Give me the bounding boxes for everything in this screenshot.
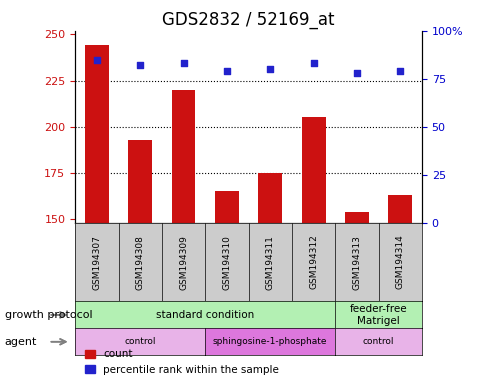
Point [136,62,144,68]
Text: GSM194308: GSM194308 [136,235,144,290]
Text: growth protocol: growth protocol [5,310,92,320]
Text: GSM194309: GSM194309 [179,235,188,290]
Bar [388,195,411,223]
Bar [344,212,368,223]
Text: GSM194312: GSM194312 [308,235,318,290]
Point [223,68,230,74]
Text: feeder-free
Matrigel: feeder-free Matrigel [349,304,407,326]
Bar [128,140,152,223]
Text: GSM194307: GSM194307 [92,235,101,290]
Text: sphingosine-1-phosphate: sphingosine-1-phosphate [212,337,327,346]
Text: GSM194314: GSM194314 [395,235,404,290]
Text: GSM194313: GSM194313 [352,235,361,290]
Text: GSM194311: GSM194311 [265,235,274,290]
Bar [258,173,282,223]
Bar [301,118,325,223]
Point [395,68,403,74]
Bar [214,191,238,223]
Point [93,56,101,63]
Text: control: control [362,337,393,346]
Text: agent: agent [5,337,37,347]
Point [266,66,273,72]
Point [179,60,187,66]
Point [309,60,317,66]
Bar [171,90,195,223]
Legend: count, percentile rank within the sample: count, percentile rank within the sample [80,345,283,379]
Text: GSM194310: GSM194310 [222,235,231,290]
Point [352,70,360,76]
Bar [85,45,108,223]
Title: GDS2832 / 52169_at: GDS2832 / 52169_at [162,12,334,30]
Text: control: control [124,337,156,346]
Text: standard condition: standard condition [156,310,254,320]
